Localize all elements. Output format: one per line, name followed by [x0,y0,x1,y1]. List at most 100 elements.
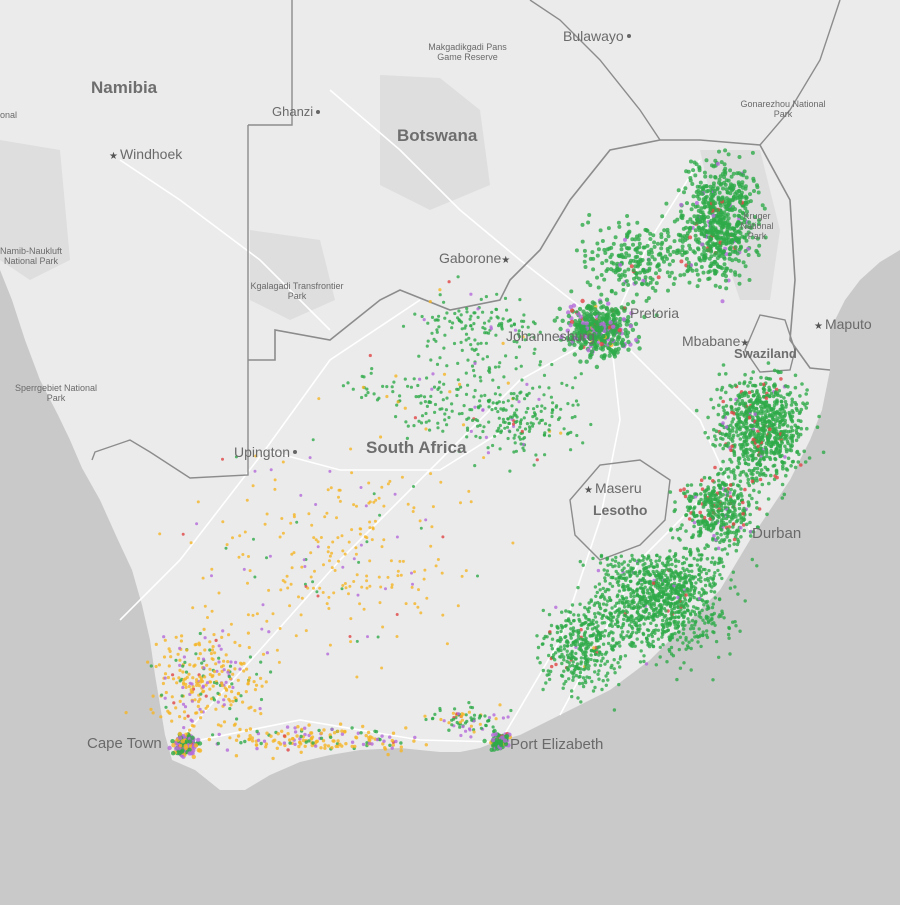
data-point-r [656,275,661,280]
data-point-g [501,417,505,421]
data-point-o [368,526,372,530]
data-point-g [758,473,762,477]
data-point-g [742,169,747,174]
data-point-g [562,347,567,352]
data-point-g [755,525,760,529]
data-point-o [204,683,208,687]
data-point-g [575,333,581,338]
data-point-g [592,332,597,337]
data-point-g [746,457,751,462]
data-point-g [623,255,628,260]
data-point-g [574,651,578,656]
data-point-g [562,682,566,686]
data-point-g [406,384,410,388]
data-point-g [576,403,580,407]
data-point-o [350,528,354,532]
data-point-g [744,213,749,218]
data-point-o [413,570,416,574]
data-point-g [474,418,478,422]
data-point-g [647,581,652,586]
data-point-g [660,561,665,565]
data-point-g [755,448,759,453]
data-point-g [807,456,812,460]
data-point-g [720,548,724,552]
data-point-o [271,612,275,616]
data-point-g [654,628,658,632]
data-point-p [566,310,571,315]
data-point-o [328,643,332,647]
data-point-r [774,387,779,392]
data-point-p [720,299,725,304]
data-point-g [572,613,576,617]
data-point-g [766,439,771,443]
data-point-g [450,409,454,413]
data-point-o [197,641,201,645]
data-point-g [726,152,731,157]
data-point-g [770,441,775,446]
data-point-g [636,561,640,566]
data-point-g [751,370,755,374]
data-point-o [349,617,353,621]
data-point-g [611,316,617,322]
data-point-g [556,647,561,651]
data-point-g [605,603,609,607]
data-point-g [571,660,575,664]
data-point-o [180,634,184,638]
data-point-g [650,254,655,259]
data-point-o [275,648,279,652]
data-point-o [396,569,400,573]
data-point-g [718,485,722,490]
data-point-g [568,652,573,656]
data-point-g [654,606,659,611]
data-point-g [789,464,793,468]
data-point-g [684,169,689,174]
data-point-g [526,406,530,411]
data-point-g [586,623,591,627]
data-point-o [247,679,251,683]
data-point-g [476,424,480,428]
data-point-g [636,593,640,597]
data-point-g [691,194,696,199]
data-point-g [796,418,801,423]
data-point-g [759,417,763,422]
data-point-g [757,453,761,457]
data-point-g [642,314,647,320]
data-point-o [506,381,510,385]
data-point-g [608,623,612,628]
data-point-g [524,410,528,414]
data-point-g [693,623,697,627]
data-point-o [185,648,189,652]
data-point-g [704,158,709,163]
data-point-g [584,620,588,625]
data-point-g [637,605,641,609]
data-point-g [726,502,731,506]
data-point-g [741,469,746,474]
data-point-p [234,660,238,665]
data-point-g [689,581,694,586]
data-point-p [163,696,167,700]
data-point-o [410,585,414,589]
data-point-g [769,408,774,413]
data-point-g [593,585,598,589]
data-point-g [778,454,783,459]
data-point-g [579,372,583,376]
data-point-g [574,248,579,253]
data-point-g [637,233,642,238]
data-point-g [699,558,703,562]
data-point-g [707,276,712,281]
data-point-g [774,469,779,474]
data-point-g [698,180,703,185]
data-point-g [216,691,220,696]
data-point-g [611,637,615,641]
data-point-g [733,476,737,481]
data-point-g [626,339,631,345]
data-point-g [597,653,601,657]
data-point-g [495,429,499,433]
data-point-g [611,648,615,652]
data-point-g [699,497,703,502]
data-point-o [289,582,293,586]
data-point-g [662,629,666,634]
data-point-o [220,635,224,640]
data-point-g [786,384,790,389]
